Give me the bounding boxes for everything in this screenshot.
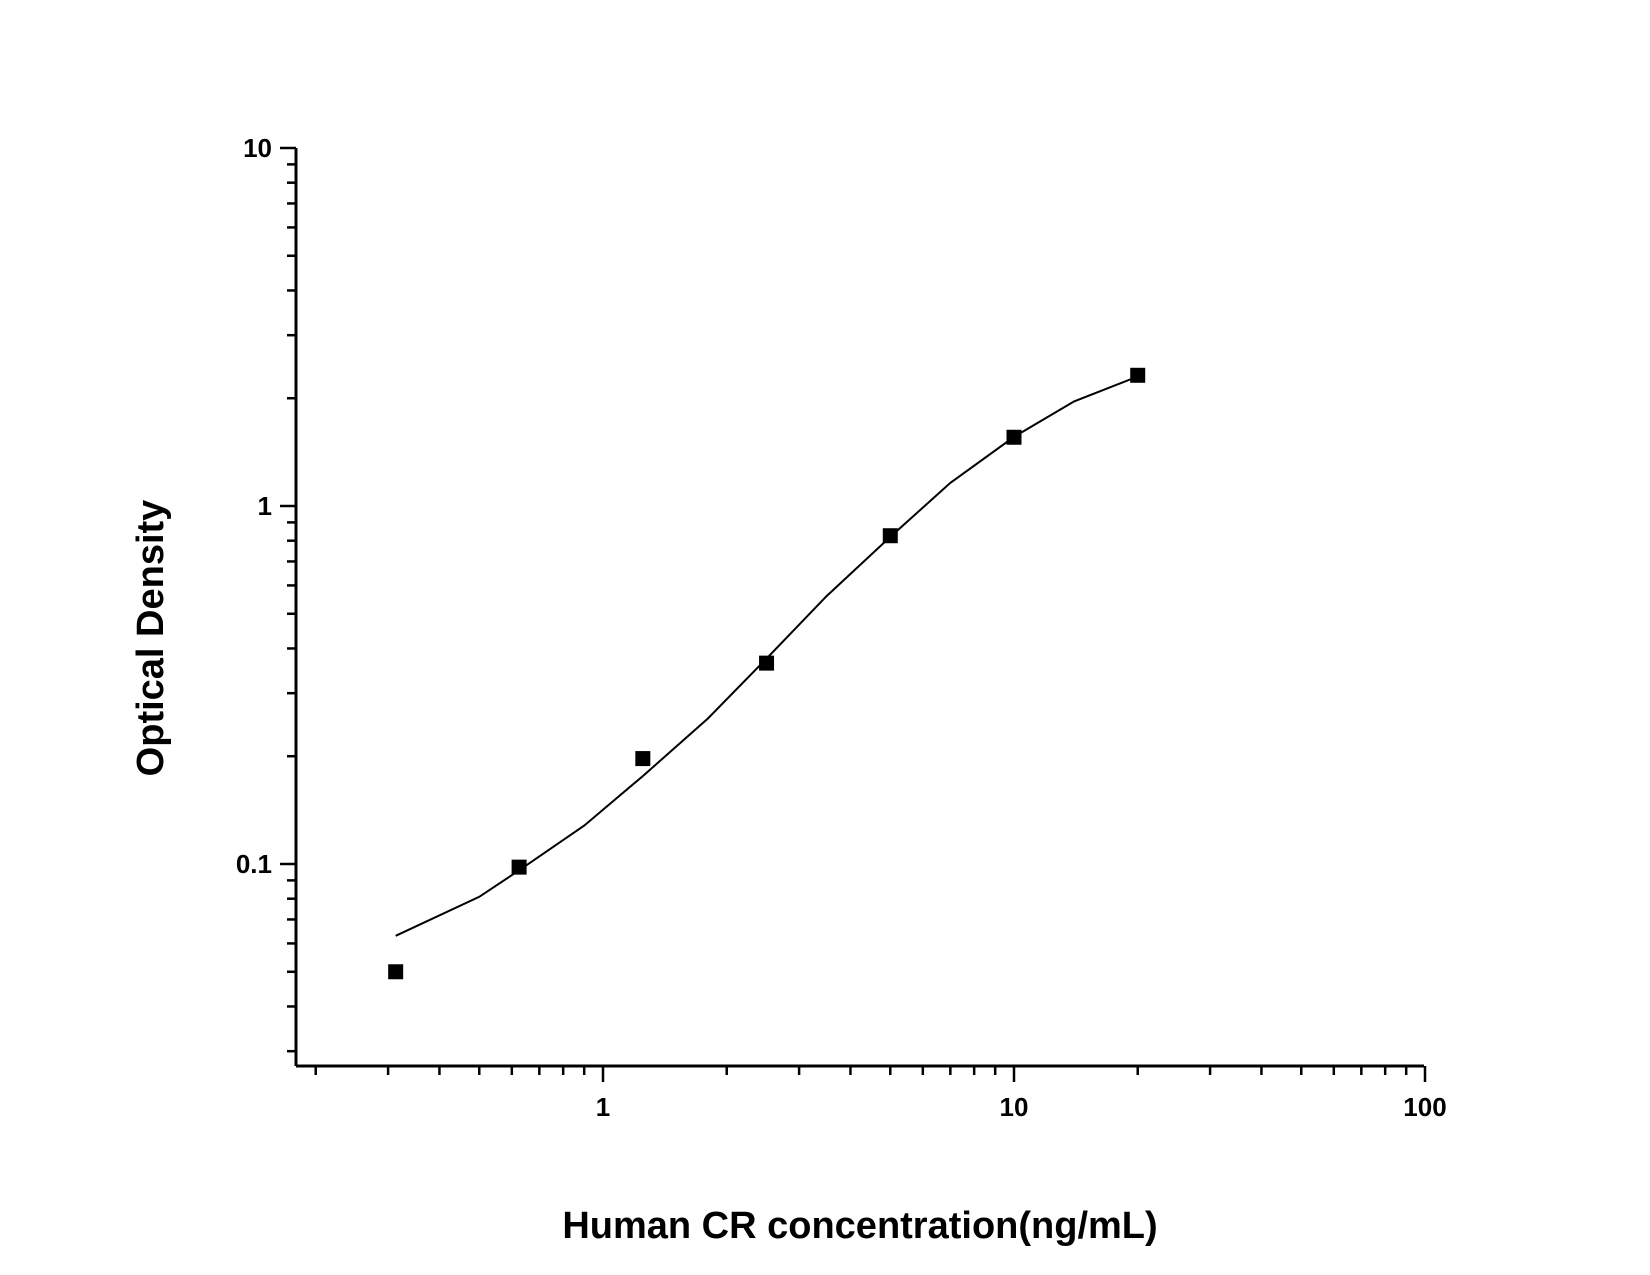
data-point <box>1130 367 1146 383</box>
y-axis-title: Optical Density <box>130 500 172 777</box>
data-point <box>882 528 898 544</box>
x-axis-title: Human CR concentration(ng/mL) <box>562 1205 1157 1247</box>
y-tick-label: 1 <box>258 491 272 521</box>
data-point <box>759 655 775 671</box>
axes <box>294 148 1424 1068</box>
y-tick-label: 0.1 <box>236 849 272 879</box>
y-tick-label: 10 <box>243 133 272 163</box>
x-tick-label: 10 <box>1000 1092 1029 1122</box>
data-point <box>388 964 404 980</box>
data-point <box>635 751 651 767</box>
x-tick-label: 1 <box>596 1092 610 1122</box>
data-point <box>1006 429 1022 445</box>
data-points-layer <box>388 367 1146 980</box>
ticks: 1 10 100 0.1 1 10 <box>236 133 1447 1122</box>
data-point <box>511 859 527 875</box>
x-tick-label: 100 <box>1403 1092 1446 1122</box>
